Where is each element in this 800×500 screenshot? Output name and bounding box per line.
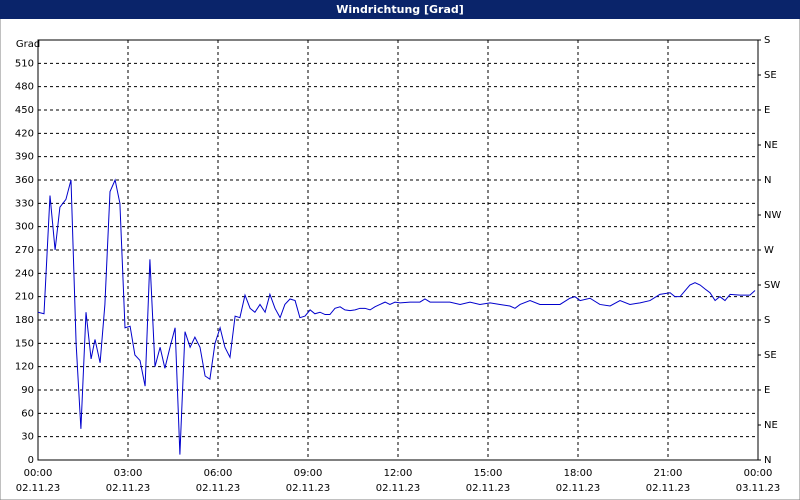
y2-tick-label: N — [764, 175, 771, 186]
y-axis-label: Grad — [16, 39, 40, 50]
y-tick-label: 420 — [15, 128, 34, 139]
x-tick-label: 03:00 02.11.23 — [106, 468, 151, 494]
y-tick-label: 360 — [15, 175, 34, 186]
x-tick-label: 15:00 02.11.23 — [466, 468, 511, 494]
y-tick-label: 300 — [15, 222, 34, 233]
x-tick-label: 21:00 02.11.23 — [646, 468, 691, 494]
y2-tick-label: N — [764, 455, 771, 466]
y2-tick-label: NE — [764, 140, 778, 151]
chart-title: Windrichtung [Grad] — [336, 3, 464, 16]
y2-tick-label: W — [764, 245, 774, 256]
y-tick-label: 270 — [15, 245, 34, 256]
y2-tick-label: E — [764, 385, 770, 396]
x-tick-label: 00:00 02.11.23 — [16, 468, 61, 494]
y-tick-label: 150 — [15, 338, 34, 349]
y-tick-label: 120 — [15, 362, 34, 373]
y-tick-label: 390 — [15, 152, 34, 163]
x-tick-label: 18:00 02.11.23 — [556, 468, 601, 494]
y2-tick-label: S — [764, 35, 770, 46]
y2-tick-label: NW — [764, 210, 781, 221]
x-tick-label: 09:00 02.11.23 — [286, 468, 331, 494]
y-tick-label: 90 — [21, 385, 34, 396]
y2-tick-label: SW — [764, 280, 780, 291]
y2-tick-label: SE — [764, 350, 777, 361]
y-tick-label: 0 — [28, 455, 34, 466]
y-tick-label: 450 — [15, 105, 34, 116]
y-tick-label: 30 — [21, 432, 34, 443]
y-tick-label: 180 — [15, 315, 34, 326]
x-tick-label: 06:00 02.11.23 — [196, 468, 241, 494]
title-bar — [0, 0, 800, 19]
y-tick-label: 510 — [15, 58, 34, 69]
x-tick-label: 00:00 03.11.23 — [736, 468, 781, 494]
y2-tick-label: E — [764, 105, 770, 116]
y-tick-label: 210 — [15, 292, 34, 303]
y-tick-label: 240 — [15, 268, 34, 279]
data-line — [37, 178, 756, 455]
y2-tick-label: SE — [764, 70, 777, 81]
y-tick-label: 480 — [15, 82, 34, 93]
y2-tick-label: S — [764, 315, 770, 326]
y2-tick-label: NE — [764, 420, 778, 431]
x-tick-label: 12:00 02.11.23 — [376, 468, 421, 494]
y-tick-label: 330 — [15, 198, 34, 209]
y-tick-label: 60 — [21, 408, 34, 419]
